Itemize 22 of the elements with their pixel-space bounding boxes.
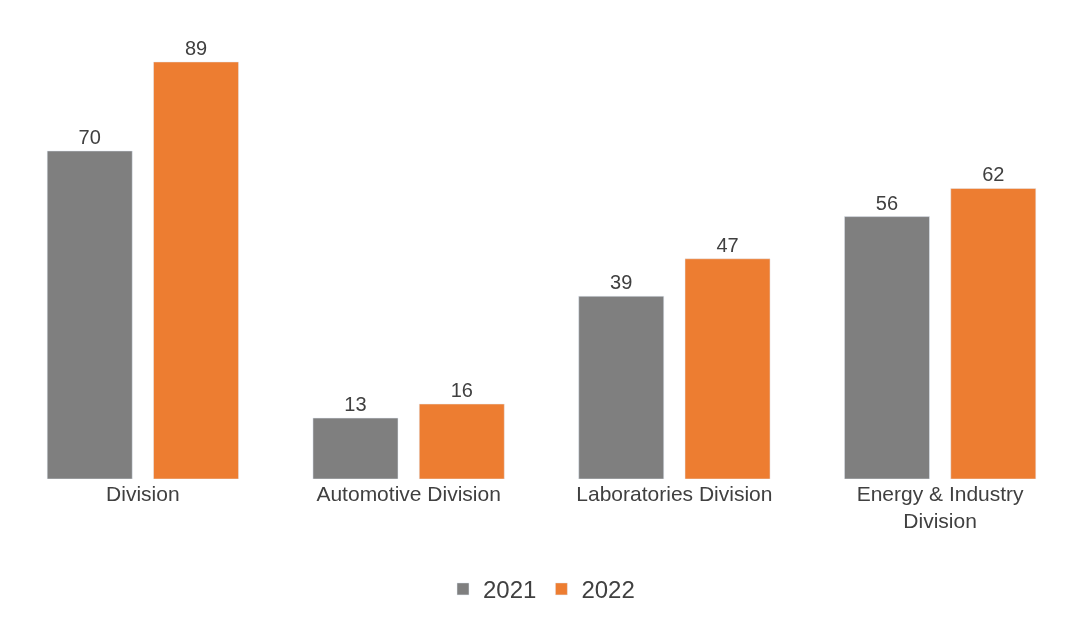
data-label: 47 <box>716 233 739 256</box>
x-tick-label: Division <box>106 482 180 505</box>
x-tick-label: Energy & Industry Division <box>856 482 1025 533</box>
x-tick-label: Automotive Division <box>316 482 501 505</box>
bar <box>578 296 664 479</box>
x-tick-label: Laboratories Division <box>576 482 773 505</box>
data-label: 56 <box>875 191 899 214</box>
bar <box>312 417 399 479</box>
legend-label: 2022 <box>581 576 635 604</box>
data-label: 16 <box>450 379 473 402</box>
data-label: 13 <box>344 393 367 416</box>
data-label: 39 <box>610 271 633 294</box>
legend-label: 2021 <box>483 576 537 604</box>
bar <box>46 150 133 479</box>
bar <box>684 258 771 479</box>
data-label: 89 <box>184 36 208 59</box>
data-label: 62 <box>982 163 1005 186</box>
bar <box>153 61 239 479</box>
bar <box>950 188 1037 479</box>
data-label: 70 <box>78 125 101 148</box>
bar <box>844 216 930 479</box>
bar <box>419 403 505 479</box>
